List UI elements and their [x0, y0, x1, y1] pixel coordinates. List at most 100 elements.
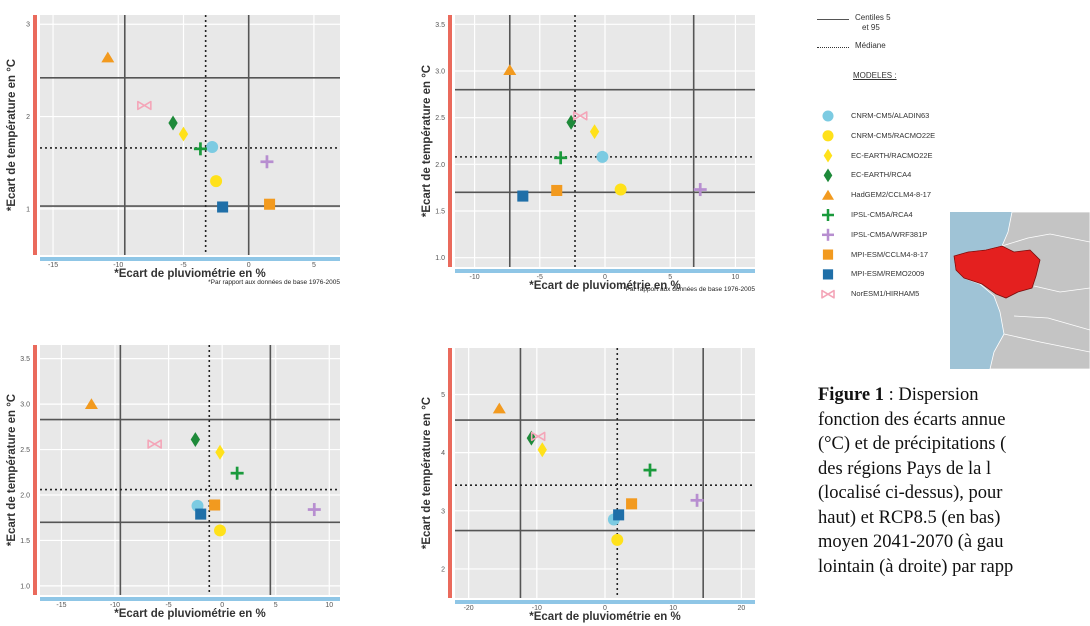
data-point — [168, 115, 178, 131]
y-axis-label: *Ecart de température en °C — [6, 59, 18, 211]
model-legend: Centiles 5 et 95 Médiane MODELES : CNRM-… — [805, 0, 1090, 360]
y-axis-label: *Ecart de température en °C — [421, 65, 433, 217]
data-point-shape — [101, 51, 115, 63]
map-region-borders — [1001, 233, 1090, 353]
legend-marker — [823, 168, 833, 183]
legend-marker-shape — [823, 148, 833, 163]
data-point-shape — [611, 533, 624, 546]
y-tick-label: 2.0 — [435, 162, 445, 169]
data-point — [503, 64, 517, 75]
x-tick-label: -15 — [48, 262, 58, 269]
data-point-shape — [147, 439, 162, 449]
x-tick-label: 5 — [668, 274, 672, 281]
x-tick-label: 5 — [274, 602, 278, 609]
legend-marker-shape — [822, 189, 834, 200]
legend-model-label: NorESM1/HIRHAM5 — [851, 289, 920, 299]
legend-marker — [821, 289, 835, 299]
centiles-label-2: et 95 — [862, 23, 880, 32]
data-point — [178, 126, 189, 142]
legend-model-label: CNRM-CM5/RACMO22E — [851, 130, 936, 140]
x-tick-label: 10 — [732, 274, 740, 281]
y-axis-label: *Ecart de température en °C — [421, 397, 433, 549]
models-title: MODELES : — [853, 71, 897, 80]
x-axis-bar — [40, 597, 340, 601]
location-map — [950, 212, 1090, 369]
legend-marker — [822, 249, 834, 260]
y-tick-label: 2.5 — [20, 447, 30, 454]
legend-model-label: IPSL-CM5A/RCA4 — [851, 210, 913, 219]
data-point — [596, 150, 609, 163]
data-point — [215, 444, 225, 460]
caption-text: : Dispersion fonction des écarts annue (… — [818, 385, 1014, 577]
median-line-sample — [817, 47, 849, 48]
data-point — [214, 524, 226, 537]
plot-background — [40, 15, 340, 255]
data-point — [554, 151, 568, 165]
x-tick-label: -10 — [113, 262, 123, 269]
data-point-shape — [613, 509, 625, 521]
y-tick-label: 2 — [441, 566, 445, 573]
y-tick-label: 3.5 — [435, 22, 445, 29]
data-point-shape — [168, 115, 178, 131]
legend-model-label: HadGEM2/CCLM4-8-17 — [851, 190, 932, 200]
x-tick-label: 5 — [312, 262, 316, 269]
data-point — [190, 432, 201, 448]
data-point — [84, 398, 98, 409]
x-tick-label: -20 — [464, 605, 474, 612]
x-tick-label: 10 — [325, 602, 333, 609]
x-axis-bar — [455, 600, 755, 604]
data-point — [210, 175, 223, 188]
y-tick-label: 5 — [441, 392, 445, 399]
data-point — [613, 509, 625, 521]
y-axis-label: *Ecart de température en °C — [6, 394, 18, 546]
x-axis-bar — [455, 269, 755, 273]
x-tick-label: -5 — [180, 262, 186, 269]
legend-marker-shape — [822, 249, 834, 260]
data-point-shape — [217, 201, 229, 213]
data-point — [307, 503, 321, 517]
data-point — [530, 431, 546, 442]
y-tick-label: 1.5 — [20, 538, 30, 545]
legend-model-label: IPSL-CM5A/WRF381P — [851, 229, 928, 239]
legend-marker-shape — [821, 289, 835, 299]
data-point-shape — [551, 184, 563, 196]
data-point-shape — [206, 141, 219, 153]
data-point-shape — [530, 431, 546, 442]
x-tick-label: -10 — [470, 274, 480, 281]
data-point-shape — [596, 150, 609, 163]
y-tick-label: 2.5 — [435, 115, 445, 122]
x-axis-label: *Ecart de pluviométrie en % — [529, 611, 680, 623]
chart-panel-bottom-right: -20 -10 0 10 20 2 3 4 5 *Ecart de pluviométrie en… — [421, 348, 755, 623]
y-tick-label: 1.0 — [20, 583, 30, 590]
data-point-shape — [589, 124, 600, 140]
legend-model-label: CNRM-CM5/ALADIN63 — [851, 111, 930, 120]
median-label: Médiane — [855, 41, 886, 50]
data-point-shape — [84, 398, 98, 409]
data-point — [690, 493, 704, 507]
x-tick-label: 10 — [669, 605, 677, 612]
y-tick-label: 1.5 — [435, 209, 445, 216]
data-point-shape — [178, 126, 189, 142]
legend-marker-shape — [823, 168, 833, 183]
y-axis-bar — [33, 15, 37, 255]
data-point-shape — [137, 100, 152, 111]
data-point — [626, 498, 638, 510]
data-point — [614, 183, 627, 196]
y-tick-label: 1.0 — [435, 255, 445, 262]
x-tick-label: 0 — [247, 262, 251, 269]
legend-marker — [823, 148, 833, 163]
legend-model-label: MPI-ESM/REMO2009 — [851, 269, 925, 279]
legend-marker-shape — [822, 110, 834, 122]
legend-marker — [822, 189, 834, 200]
y-tick-label: 3.5 — [20, 356, 30, 363]
footnote: *Par rapport aux données de base 1976-20… — [623, 286, 755, 293]
legend-model-label: EC-EARTH/RACMO22E — [851, 150, 933, 160]
x-tick-label: 0 — [220, 602, 224, 609]
y-tick-label: 1 — [26, 206, 30, 213]
data-point — [551, 184, 563, 196]
x-tick-label: 20 — [737, 605, 745, 612]
y-tick-label: 3 — [441, 508, 445, 515]
y-tick-label: 4 — [441, 450, 445, 457]
map-highlighted-region — [953, 245, 1041, 299]
x-axis-bar — [40, 257, 340, 261]
